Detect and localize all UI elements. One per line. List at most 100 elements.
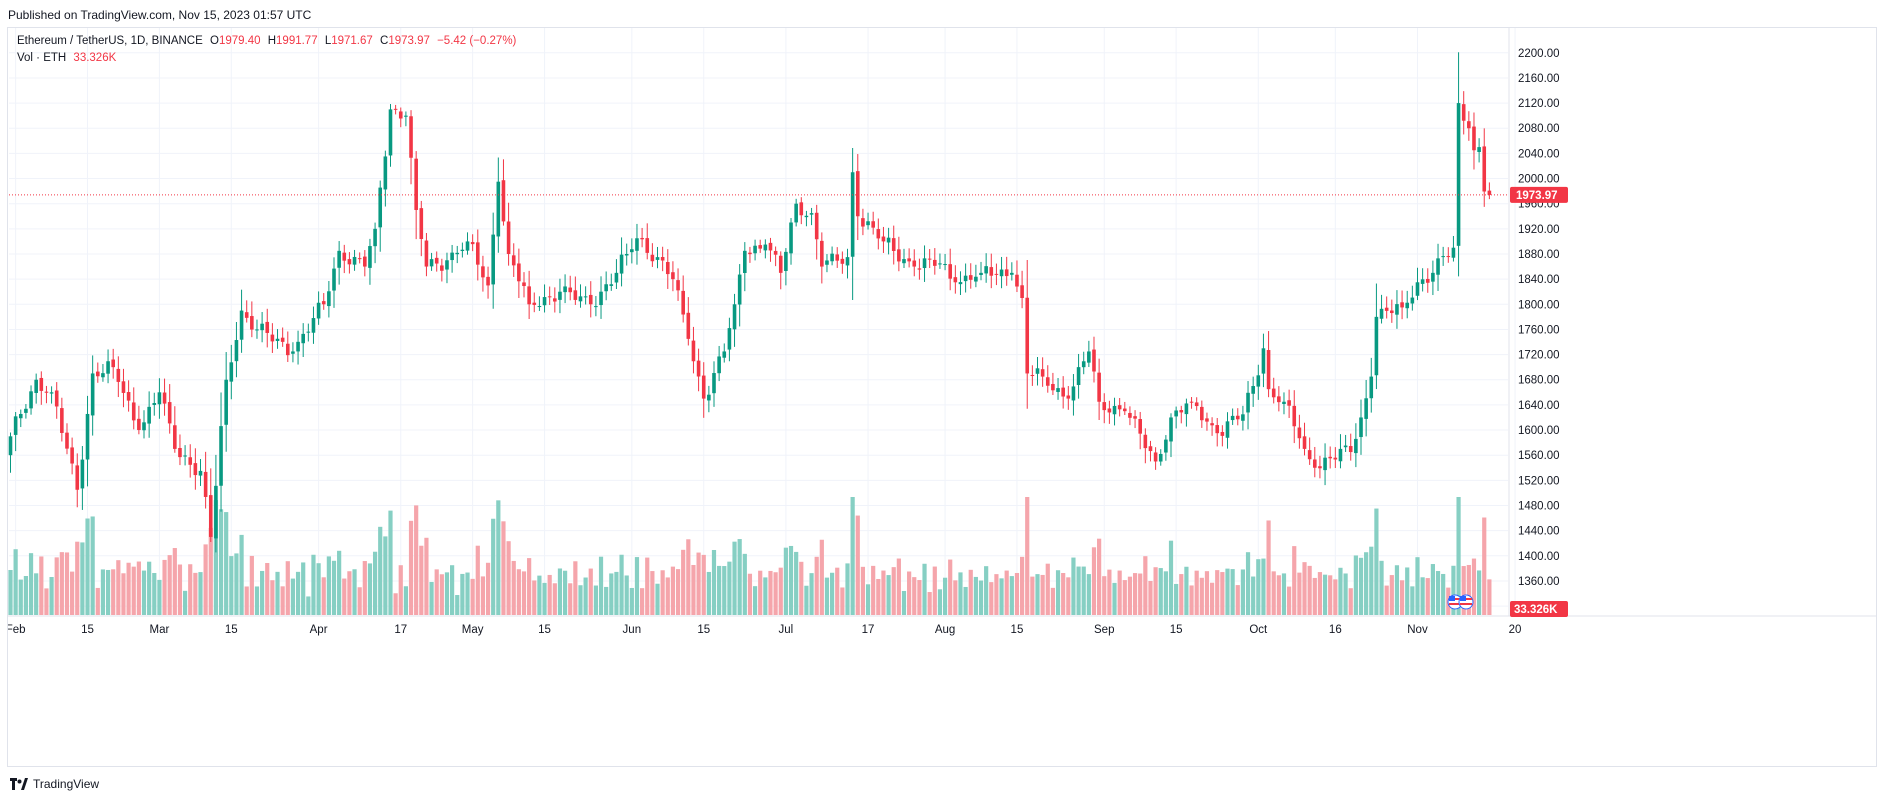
footer-brand-name: TradingView — [33, 777, 100, 791]
candle-body — [1087, 351, 1091, 363]
candle-body — [1194, 402, 1199, 407]
volume-bar — [1230, 569, 1235, 615]
volume-bar — [1456, 497, 1461, 615]
candle-body — [116, 368, 121, 382]
volume-bars — [8, 497, 1492, 615]
volume-label[interactable]: Vol · ETH — [17, 52, 67, 64]
candle-body — [881, 236, 886, 242]
volume-bar — [1091, 547, 1097, 615]
volume-bar — [126, 562, 131, 615]
candle-body — [640, 237, 644, 240]
volume-bar — [1235, 585, 1240, 615]
candle-body — [1081, 361, 1086, 368]
volume-bar — [1066, 577, 1071, 615]
volume-bar — [619, 554, 624, 615]
price-axis[interactable]: 2200.00 2160.00 2120.00 2080.00 2040.00 2000.… — [1518, 48, 1560, 613]
volume-bar — [691, 564, 696, 615]
candle-body — [465, 241, 470, 251]
volume-bar — [362, 561, 367, 615]
candle-body — [645, 238, 650, 253]
volume-bar — [275, 571, 280, 615]
candle-body — [440, 265, 444, 271]
candle-body — [558, 291, 562, 300]
candle-body — [825, 260, 829, 265]
high-label: H — [267, 35, 277, 47]
candle-body — [1076, 367, 1081, 385]
candle-body — [1359, 417, 1363, 438]
volume-bar — [655, 583, 660, 615]
candle-body — [404, 115, 408, 117]
volume-bar — [501, 521, 506, 615]
candle-body — [347, 259, 352, 265]
volume-bar — [80, 542, 85, 615]
candle-body — [830, 253, 834, 262]
candle-body — [763, 244, 768, 251]
candle-body — [162, 392, 167, 404]
volume-bar — [717, 565, 722, 615]
volume-bar — [100, 569, 106, 615]
time-axis[interactable]: Feb 15 Mar 15 Apr 17 May 15 Jun 15 Jul 17 Aug 15 Sep 15… — [8, 624, 1521, 636]
candle-body — [60, 408, 64, 433]
volume-bar — [64, 552, 70, 615]
candle-body — [373, 228, 377, 247]
candle-body — [522, 282, 526, 287]
volume-bar — [1168, 540, 1174, 615]
candle-body — [1066, 395, 1071, 399]
volume-bar — [1348, 588, 1353, 615]
us-flag-icon[interactable] — [1447, 594, 1474, 610]
candle-body — [173, 425, 177, 449]
volume-bar — [1333, 579, 1338, 615]
time-tick-label: 15 — [225, 624, 238, 636]
last-price-label: 1973.97 — [1516, 190, 1558, 202]
candle-body — [1395, 304, 1399, 315]
candle-body — [208, 495, 213, 537]
candle-body — [743, 250, 747, 274]
candle-body — [49, 392, 54, 394]
volume-bar — [865, 584, 871, 615]
price-chart[interactable]: 2200.00 2160.00 2120.00 2080.00 2040.00 2000.… — [8, 28, 1876, 766]
candle-body — [1117, 405, 1122, 410]
volume-bar — [532, 580, 537, 615]
candle-body — [614, 272, 619, 283]
volume-bar — [434, 569, 439, 615]
candle-body — [95, 371, 100, 377]
volume-bar — [265, 563, 270, 615]
candle-body — [1266, 350, 1271, 390]
volume-bar — [799, 561, 804, 615]
volume-bar — [1399, 580, 1405, 615]
candle-body — [44, 391, 49, 393]
volume-bar — [1389, 575, 1394, 615]
candle-body — [1472, 126, 1476, 151]
chart-frame[interactable]: 2200.00 2160.00 2120.00 2080.00 2040.00 2000.… — [7, 27, 1877, 767]
volume-bar — [121, 573, 126, 615]
volume-bar — [1025, 497, 1030, 615]
candle-body — [532, 302, 537, 305]
candle-body — [886, 237, 891, 243]
volume-bar — [1163, 571, 1168, 615]
candle-body — [450, 252, 454, 261]
candle-body — [1302, 436, 1307, 449]
volume-bar — [506, 541, 511, 615]
candle-body — [1030, 375, 1035, 377]
candle-body — [840, 258, 845, 264]
candle-body — [121, 381, 126, 393]
candle-body — [537, 306, 542, 308]
time-tick-label: Jul — [779, 624, 794, 636]
volume-bar — [963, 586, 968, 615]
volume-bar — [444, 572, 450, 615]
candle-body — [1174, 410, 1178, 417]
volume-legend: Vol · ETH 33.326K — [17, 52, 120, 64]
volume-bar — [1081, 566, 1086, 615]
footer-brand[interactable]: TradingView — [10, 777, 99, 791]
candle-body — [70, 447, 74, 464]
candle-body — [1210, 423, 1214, 426]
candle-body — [414, 158, 418, 210]
volume-bar — [90, 516, 95, 615]
symbol-title[interactable]: Ethereum / TetherUS, 1D, BINANCE — [17, 35, 203, 47]
volume-bar — [876, 578, 881, 615]
candle-body — [234, 340, 239, 362]
time-tick-label: Oct — [1249, 624, 1268, 636]
open-value: 1979.40 — [218, 35, 261, 47]
volume-bar — [1102, 576, 1107, 615]
candle-body — [1010, 272, 1014, 275]
